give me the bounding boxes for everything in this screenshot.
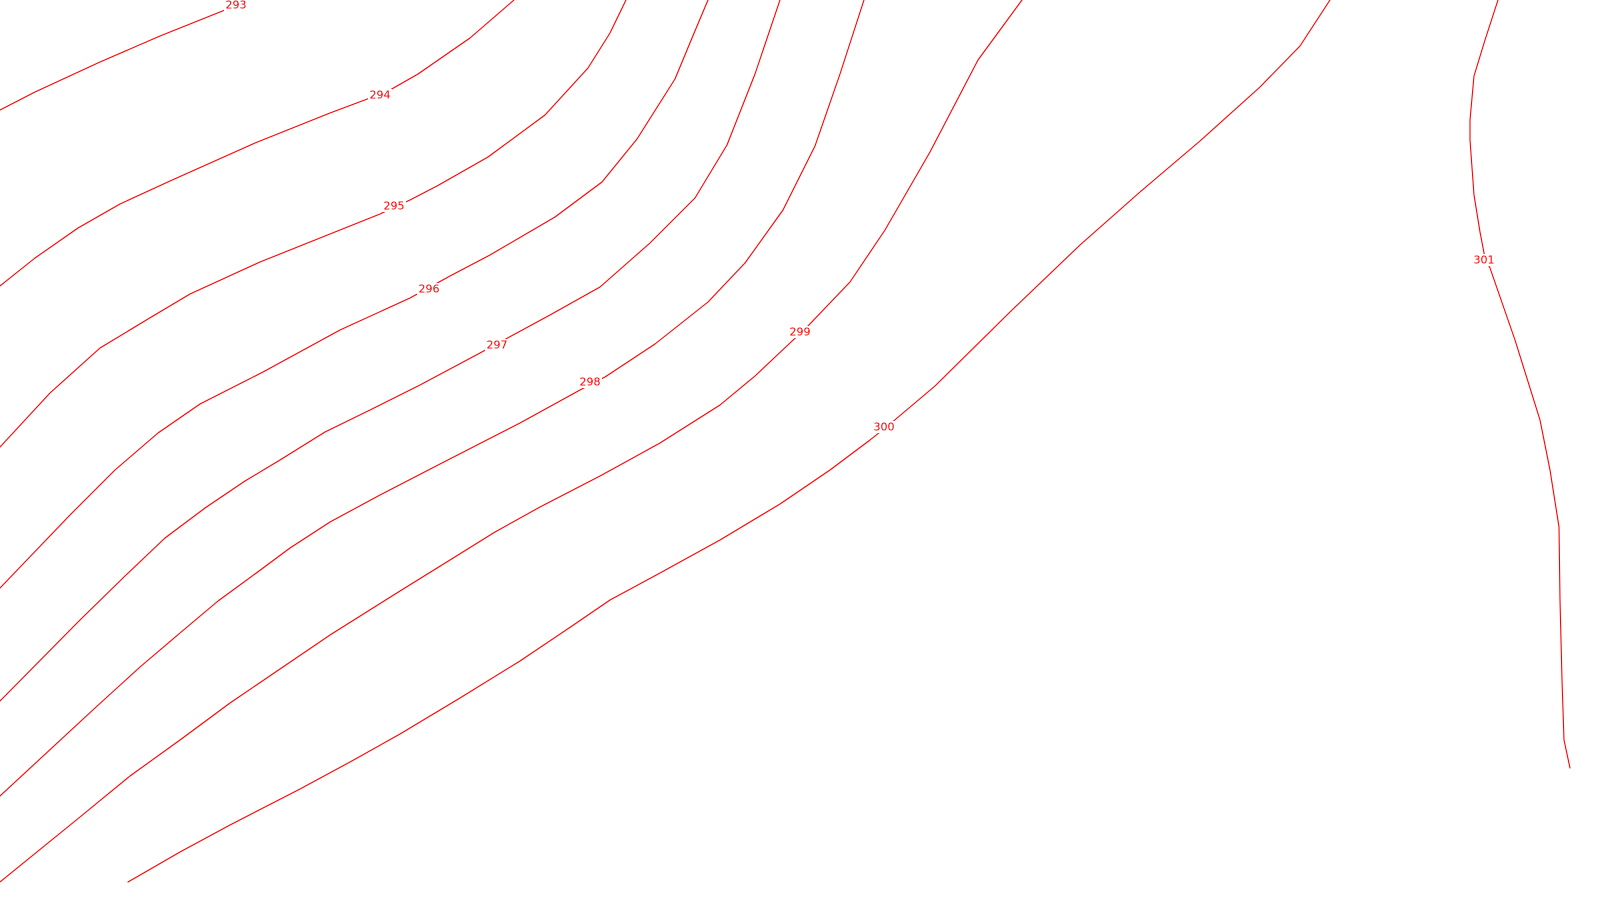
- contour-label-halo: [872, 421, 896, 433]
- contour-label-294: 294: [370, 89, 391, 102]
- contour-label-293: 293: [226, 0, 247, 12]
- contour-line-300: [127, 0, 1331, 883]
- contour-label-298: 298: [580, 376, 601, 389]
- contour-labels: 293 294 295 296 297 298 299 300 301: [224, 0, 1496, 434]
- contour-label-halo: [417, 283, 441, 295]
- contour-label-299: 299: [790, 326, 811, 339]
- contour-label-296: 296: [419, 283, 440, 296]
- contour-label-halo: [578, 376, 602, 388]
- contour-label-halo: [224, 0, 248, 11]
- contour-line-298: [0, 0, 865, 797]
- contour-label-halo: [382, 200, 406, 212]
- contour-label-297: 297: [487, 339, 508, 352]
- contour-label-halo: [1472, 254, 1496, 266]
- contour-line-294: [0, 0, 515, 287]
- contour-label-halo: [788, 326, 812, 338]
- contour-label-295: 295: [384, 200, 405, 213]
- contour-line-301: [1469, 0, 1571, 769]
- contour-line-297: [0, 0, 781, 702]
- contour-label-301: 301: [1474, 254, 1495, 267]
- contour-label-halo: [368, 89, 392, 101]
- contour-line-299: [0, 0, 1023, 883]
- contour-label-halo: [485, 339, 509, 351]
- contour-lines: [0, 0, 1571, 883]
- contour-line-295: [0, 0, 627, 448]
- contour-label-300: 300: [874, 421, 895, 434]
